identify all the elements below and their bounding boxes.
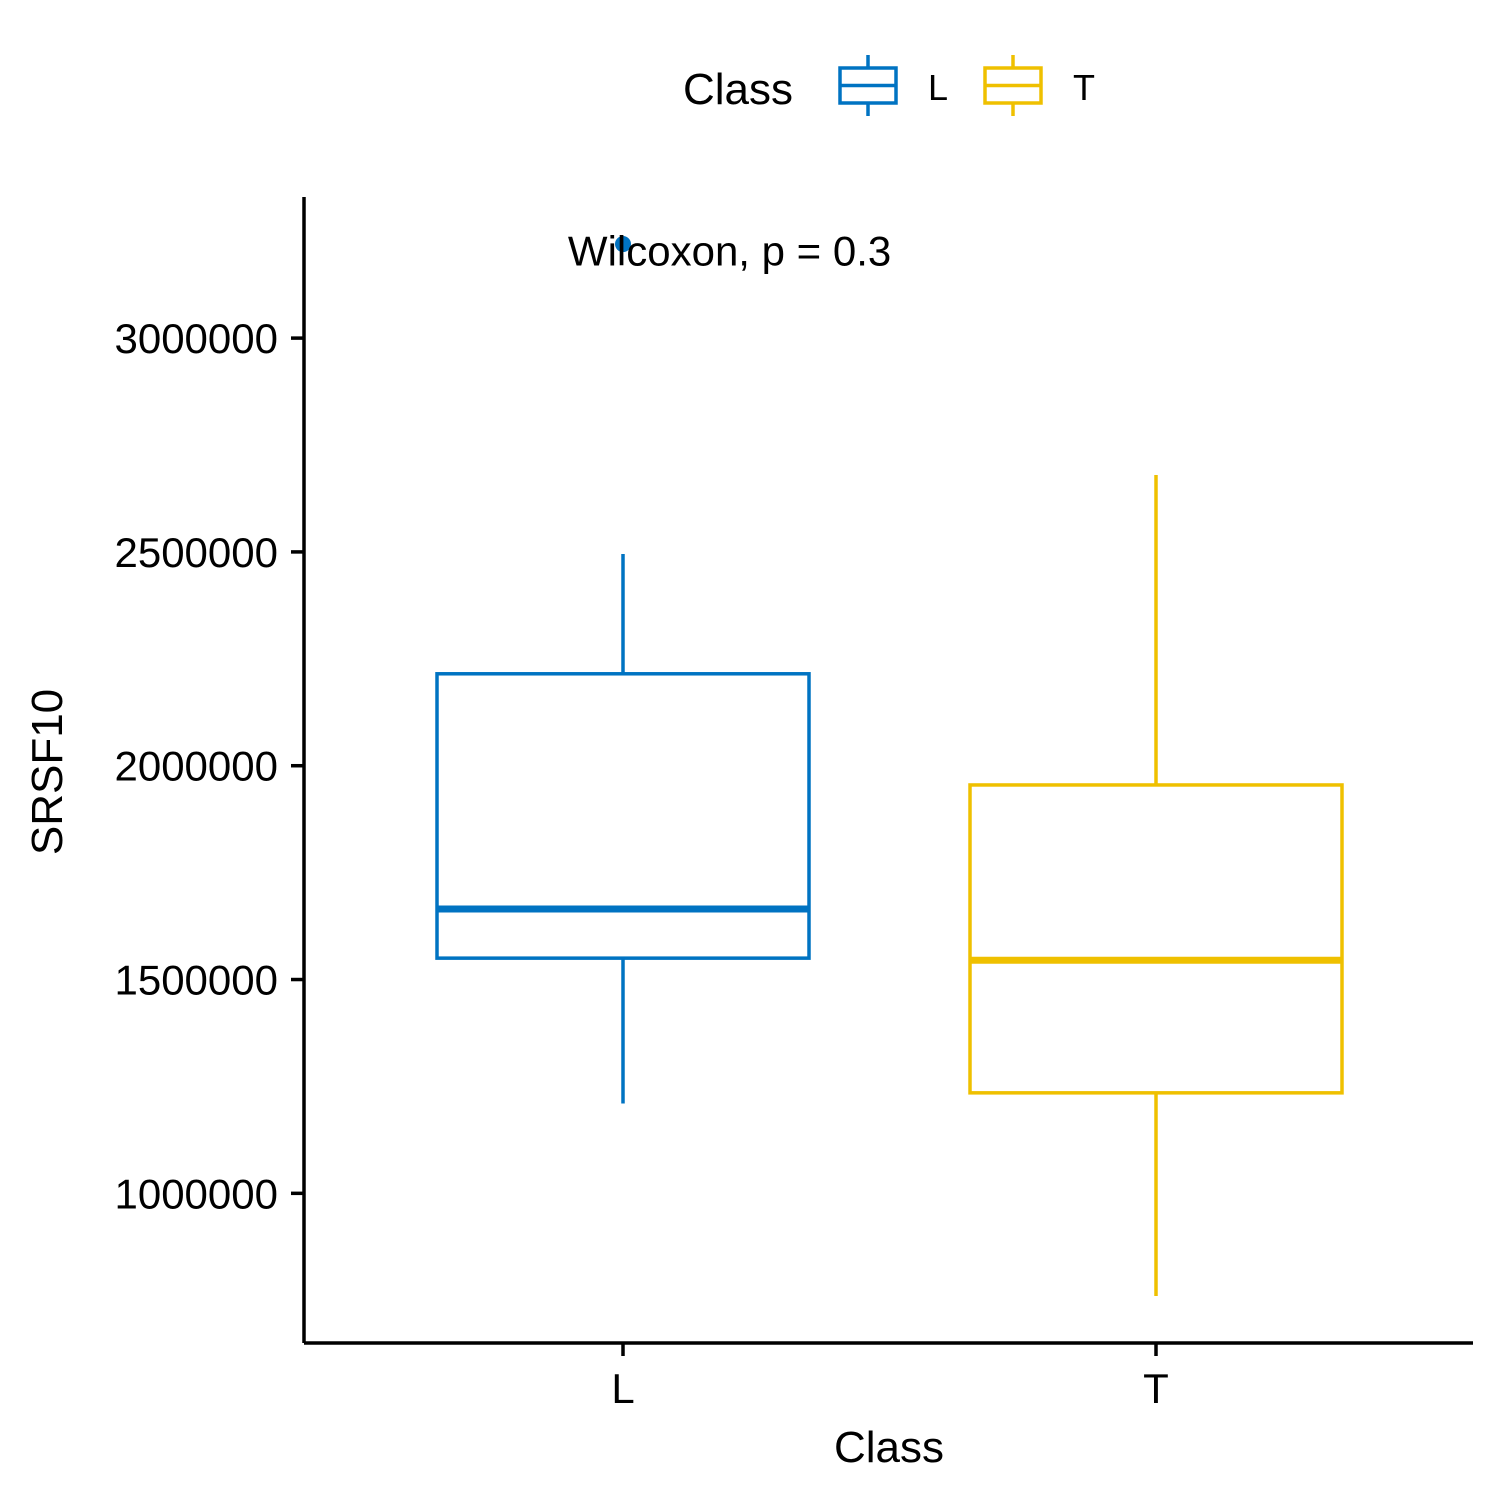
legend-item-L: L [838, 55, 948, 116]
x-tick-label: L [611, 1365, 634, 1412]
y-tick-label: 3000000 [114, 315, 278, 362]
box-T [968, 474, 1344, 1296]
iqr-box [968, 783, 1344, 1095]
iqr-box [435, 672, 811, 960]
y-axis: 1000000 1500000 2000000 2500000 3000000 [114, 197, 306, 1343]
y-axis-title: SRSF10 [23, 689, 72, 855]
legend-title: Class [683, 65, 793, 114]
legend-label: T [1073, 67, 1095, 108]
legend-item-T: T [983, 55, 1095, 116]
wilcoxon-annotation: Wilcoxon, p = 0.3 [568, 227, 891, 274]
y-tick-label: 1500000 [114, 957, 278, 1004]
y-tick-label: 1000000 [114, 1170, 278, 1217]
boxes [435, 236, 1344, 1296]
outlier-point [615, 236, 631, 253]
y-tick-label: 2500000 [114, 529, 278, 576]
x-tick-label: T [1143, 1365, 1169, 1412]
box-L [435, 236, 811, 1104]
legend-label: L [928, 67, 948, 108]
x-axis-title: Class [834, 1423, 944, 1472]
y-tick-label: 2000000 [114, 743, 278, 790]
